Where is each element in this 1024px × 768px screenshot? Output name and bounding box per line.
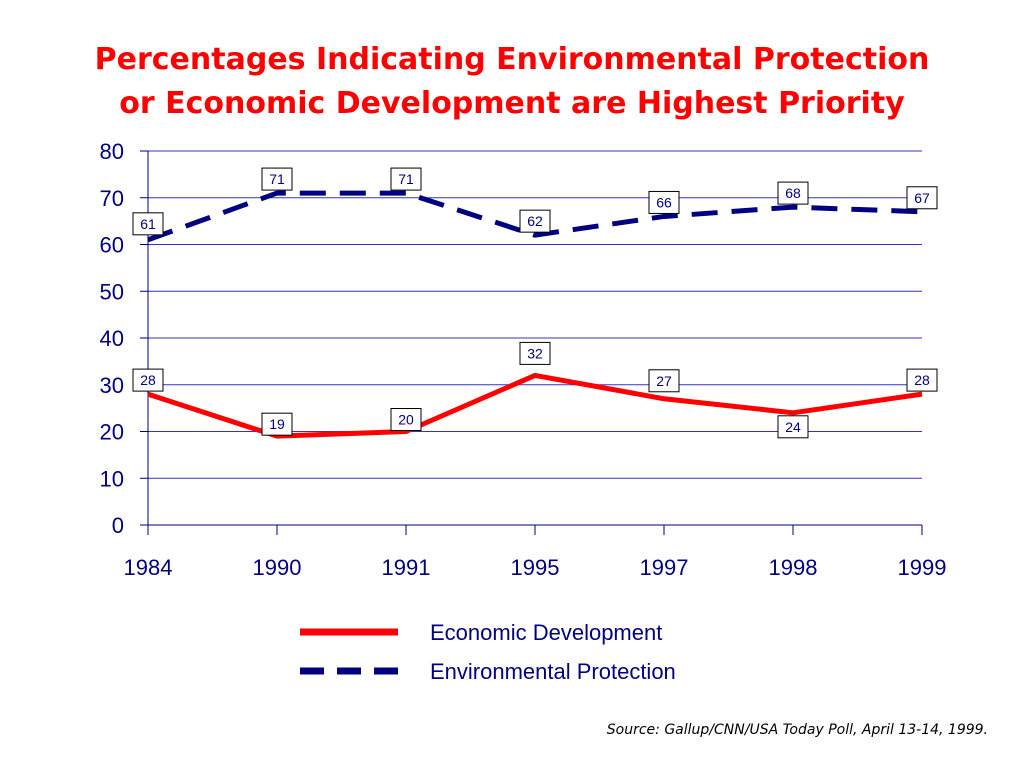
data-labels: 28 19 20 32 27 24 28 61 71 71 62 66 68 67 bbox=[132, 167, 938, 439]
series-lines bbox=[147, 190, 923, 439]
legend: Economic Development Environmental Protec… bbox=[300, 620, 676, 684]
chart-title: Percentages Indicating Environmental Pro… bbox=[0, 38, 1024, 126]
data-label-environmental-1998: 68 bbox=[785, 185, 801, 201]
axes: 0 10 20 30 40 50 60 70 80 1984 1990 1991 1995 1997 199… bbox=[100, 139, 947, 580]
data-label-box bbox=[906, 368, 938, 392]
x-tick-label-1990: 1990 bbox=[253, 555, 302, 580]
data-label-box bbox=[648, 369, 680, 393]
y-tick-label: 70 bbox=[100, 186, 124, 211]
data-label-environmental-1995: 62 bbox=[527, 213, 543, 229]
data-label-box bbox=[261, 167, 293, 191]
environmental-protection-line bbox=[147, 190, 923, 243]
x-tick-label-1998: 1998 bbox=[769, 555, 818, 580]
data-label-environmental-1991: 71 bbox=[398, 171, 414, 187]
x-tick-label-1999: 1999 bbox=[898, 555, 947, 580]
data-label-environmental-1999: 67 bbox=[914, 190, 930, 206]
data-label-economic-1997: 27 bbox=[656, 373, 672, 389]
data-label-economic-1999: 28 bbox=[914, 372, 930, 388]
y-tick-label: 80 bbox=[100, 139, 124, 164]
data-label-box bbox=[519, 341, 551, 365]
y-tick-label: 0 bbox=[112, 513, 124, 538]
x-tick-label-1997: 1997 bbox=[640, 555, 689, 580]
data-label-environmental-1990: 71 bbox=[269, 171, 285, 187]
data-label-box bbox=[777, 181, 809, 205]
x-tick-label-1984: 1984 bbox=[124, 555, 173, 580]
data-label-economic-1991: 20 bbox=[398, 412, 414, 428]
data-label-box bbox=[261, 412, 293, 436]
data-label-economic-1998: 24 bbox=[785, 419, 801, 435]
legend-label-environmental: Environmental Protection bbox=[430, 659, 676, 684]
data-label-box bbox=[648, 190, 680, 214]
y-tick-label: 20 bbox=[100, 420, 124, 445]
data-label-box bbox=[777, 415, 809, 439]
data-label-box bbox=[906, 186, 938, 210]
chart-title-line-1: Percentages Indicating Environmental Pro… bbox=[94, 42, 930, 77]
data-label-economic-1984: 28 bbox=[140, 372, 156, 388]
x-tick-label-1995: 1995 bbox=[511, 555, 560, 580]
y-tick-label: 10 bbox=[100, 466, 124, 491]
y-tick-label: 60 bbox=[100, 233, 124, 258]
data-label-box bbox=[132, 368, 164, 392]
line-chart: 0 10 20 30 40 50 60 70 80 1984 1990 1991 1995 1997 199… bbox=[100, 139, 947, 684]
economic-development-line bbox=[147, 372, 923, 439]
x-tick-label-1991: 1991 bbox=[382, 555, 431, 580]
y-tick-label: 50 bbox=[100, 279, 124, 304]
data-label-environmental-1997: 66 bbox=[656, 194, 672, 210]
data-label-box bbox=[390, 408, 422, 431]
source-note: Source: Gallup/CNN/USA Today Poll, April… bbox=[606, 722, 988, 738]
data-label-environmental-1984: 61 bbox=[140, 216, 156, 232]
legend-label-economic: Economic Development bbox=[430, 620, 662, 645]
y-tick-label: 30 bbox=[100, 373, 124, 398]
data-label-box bbox=[390, 167, 422, 191]
data-label-box bbox=[519, 209, 551, 233]
data-label-box bbox=[132, 212, 164, 236]
y-tick-label: 40 bbox=[100, 326, 124, 351]
data-label-economic-1995: 32 bbox=[527, 345, 543, 361]
chart-title-line-2: or Economic Development are Highest Prio… bbox=[119, 86, 905, 121]
data-label-economic-1990: 19 bbox=[269, 416, 285, 432]
